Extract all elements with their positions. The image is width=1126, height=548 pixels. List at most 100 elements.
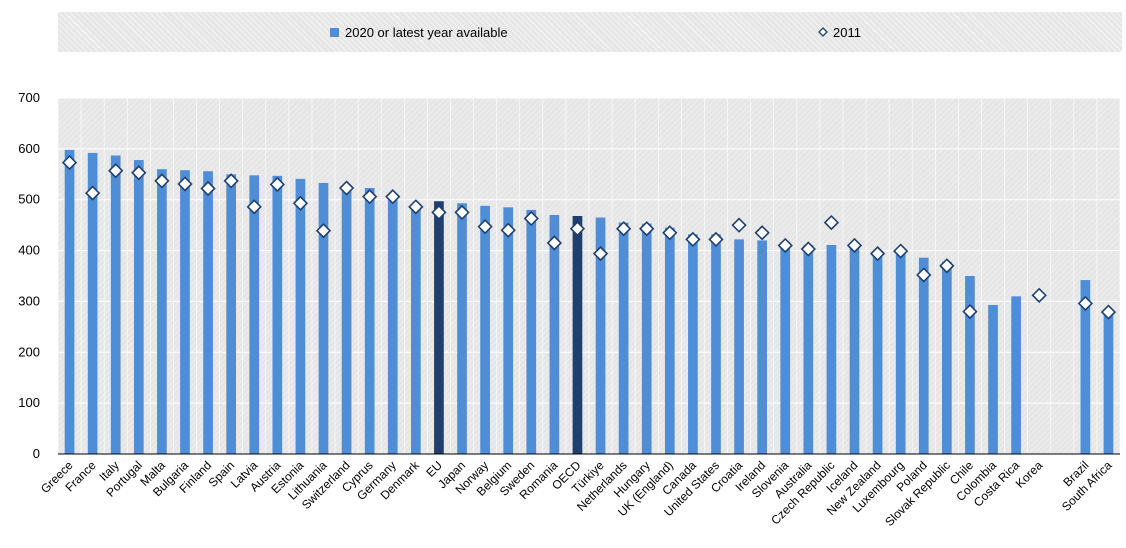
bar [549, 214, 560, 454]
marker-2011 [731, 217, 747, 233]
legend-diamond-icon [818, 27, 828, 37]
marker-2011 [408, 199, 424, 215]
bar [157, 169, 167, 454]
bar [480, 205, 490, 454]
bar [872, 250, 883, 454]
marker-2011 [292, 195, 309, 211]
bar [988, 304, 998, 454]
bar [826, 244, 837, 454]
x-tick-label: Korea [1013, 458, 1046, 491]
marker-2011 [200, 180, 216, 197]
bar [780, 241, 791, 454]
bar [803, 244, 814, 454]
marker-2011 [1077, 295, 1094, 312]
marker-2011 [708, 231, 724, 248]
legend: 2020 or latest year available 2011 [58, 12, 1122, 52]
legend-bar-swatch [330, 27, 339, 37]
bar [249, 175, 260, 454]
bar [64, 149, 75, 455]
marker-2011 [154, 173, 170, 189]
bar [133, 160, 144, 454]
marker-2011 [523, 210, 539, 227]
marker-2011 [962, 303, 978, 320]
bar [941, 261, 952, 454]
bar [618, 222, 629, 454]
bar [410, 203, 421, 454]
marker-2011 [800, 241, 816, 257]
x-axis: GreeceFranceItalyPortugalMaltaBulgariaFi… [38, 453, 1120, 529]
bar [965, 276, 975, 454]
bar [664, 227, 675, 454]
marker-2011 [454, 204, 470, 221]
marker-2011 [592, 245, 609, 262]
bar [295, 178, 306, 454]
marker-2011 [1100, 304, 1117, 320]
marker-2011 [477, 219, 493, 235]
marker-2011 [916, 267, 932, 283]
marker-2011 [108, 163, 124, 179]
marker-2011 [223, 173, 239, 189]
bar [572, 215, 583, 454]
bar [203, 171, 213, 454]
marker-2011 [315, 223, 332, 239]
bar [387, 194, 398, 454]
marker-2011 [546, 235, 563, 251]
marker-2011 [754, 225, 770, 241]
legend-item-markers: 2011 [818, 12, 861, 52]
bar [341, 187, 352, 454]
bar [110, 155, 121, 454]
marker-2011 [500, 222, 516, 238]
marker-2011 [662, 225, 678, 241]
marker-2011 [846, 237, 863, 254]
bar [688, 234, 698, 454]
y-tick-label: 0 [33, 446, 40, 461]
bar [1080, 280, 1091, 454]
y-tick-label: 300 [18, 293, 40, 308]
y-tick-label: 200 [18, 344, 40, 359]
bar [711, 234, 721, 454]
legend-marker-label: 2011 [833, 24, 861, 40]
markers-2011 [61, 154, 1117, 320]
marker-2011 [639, 221, 655, 237]
bar [364, 188, 375, 454]
bar [457, 203, 467, 454]
bar [226, 174, 237, 455]
bar [434, 201, 444, 454]
bar [641, 223, 652, 454]
marker-2011 [362, 189, 378, 205]
bar [180, 170, 190, 454]
marker-2011 [685, 231, 701, 248]
bar [849, 245, 860, 454]
bars-2020 [64, 149, 1114, 455]
y-tick-label: 600 [18, 141, 40, 156]
y-tick-label: 100 [18, 395, 40, 410]
marker-2011 [338, 180, 355, 196]
bar [918, 257, 929, 454]
marker-2011 [615, 221, 632, 237]
marker-2011 [84, 185, 101, 201]
bar [595, 217, 606, 454]
y-axis: 0 100 200 300 400 500 600 700 [18, 90, 40, 461]
marker-2011 [385, 189, 401, 205]
marker-2011 [61, 154, 78, 171]
legend-item-bars: 2020 or latest year available [330, 12, 508, 52]
marker-2011 [131, 165, 147, 181]
bar [318, 182, 329, 454]
marker-2011 [869, 245, 886, 262]
y-tick-label: 400 [18, 243, 40, 258]
legend-bar-label: 2020 or latest year available [345, 24, 508, 40]
marker-2011 [939, 258, 955, 274]
y-tick-label: 500 [18, 192, 40, 207]
bar [1103, 313, 1114, 454]
y-tick-label: 700 [18, 90, 40, 105]
bar [503, 207, 514, 454]
marker-2011 [823, 214, 840, 231]
bar [895, 250, 906, 454]
bar [1011, 296, 1021, 454]
marker-2011 [569, 221, 586, 237]
bar [734, 239, 744, 454]
bar [87, 152, 98, 454]
marker-2011 [246, 199, 262, 215]
marker-2011 [269, 176, 285, 193]
